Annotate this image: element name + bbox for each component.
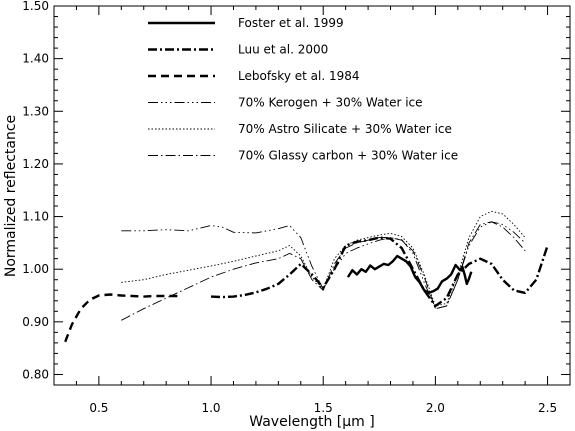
x-tick-label: 2.5 xyxy=(538,401,557,415)
x-tick-label: 1.5 xyxy=(314,401,333,415)
y-tick-labels: 0.80 0.90 1.00 1.10 1.20 1.30 1.40 1.50 xyxy=(22,0,49,381)
y-tick-label: 1.10 xyxy=(22,210,49,224)
x-tick-label: 2.0 xyxy=(426,401,445,415)
y-tick-label: 1.30 xyxy=(22,104,49,118)
y-tick-label: 0.80 xyxy=(22,367,49,381)
y-tick-label: 0.90 xyxy=(22,315,49,329)
legend-label: 70% Kerogen + 30% Water ice xyxy=(238,96,423,110)
x-tick-label: 0.5 xyxy=(89,401,108,415)
legend-label: Lebofsky et al. 1984 xyxy=(238,69,360,83)
series-line xyxy=(121,221,526,310)
y-tick-label: 1.20 xyxy=(22,157,49,171)
x-tick-label: 1.0 xyxy=(201,401,220,415)
legend-label: 70% Astro Silicate + 30% Water ice xyxy=(238,122,452,136)
series-line xyxy=(64,293,178,343)
legend-label: 70% Glassy carbon + 30% Water ice xyxy=(238,149,458,163)
plot-frame xyxy=(53,5,571,386)
series-line xyxy=(346,254,473,295)
series-lines xyxy=(64,210,549,343)
series-line xyxy=(121,221,526,321)
y-axis-label: Normalized reflectance xyxy=(3,115,19,277)
legend: Foster et al. 1999 Luu et al. 2000 Lebofsk… xyxy=(148,16,458,163)
y-tick-label: 1.40 xyxy=(22,52,49,66)
y-tick-label: 1.00 xyxy=(22,262,49,276)
legend-label: Foster et al. 1999 xyxy=(238,16,344,30)
y-tick-label: 1.50 xyxy=(22,0,49,13)
x-tick-labels: 0.5 1.0 1.5 2.0 2.5 xyxy=(89,401,557,415)
series-line xyxy=(210,236,549,308)
axis-ticks xyxy=(53,5,571,386)
legend-label: Luu et al. 2000 xyxy=(238,43,328,57)
x-axis-label: Wavelength [μm ] xyxy=(249,414,374,430)
